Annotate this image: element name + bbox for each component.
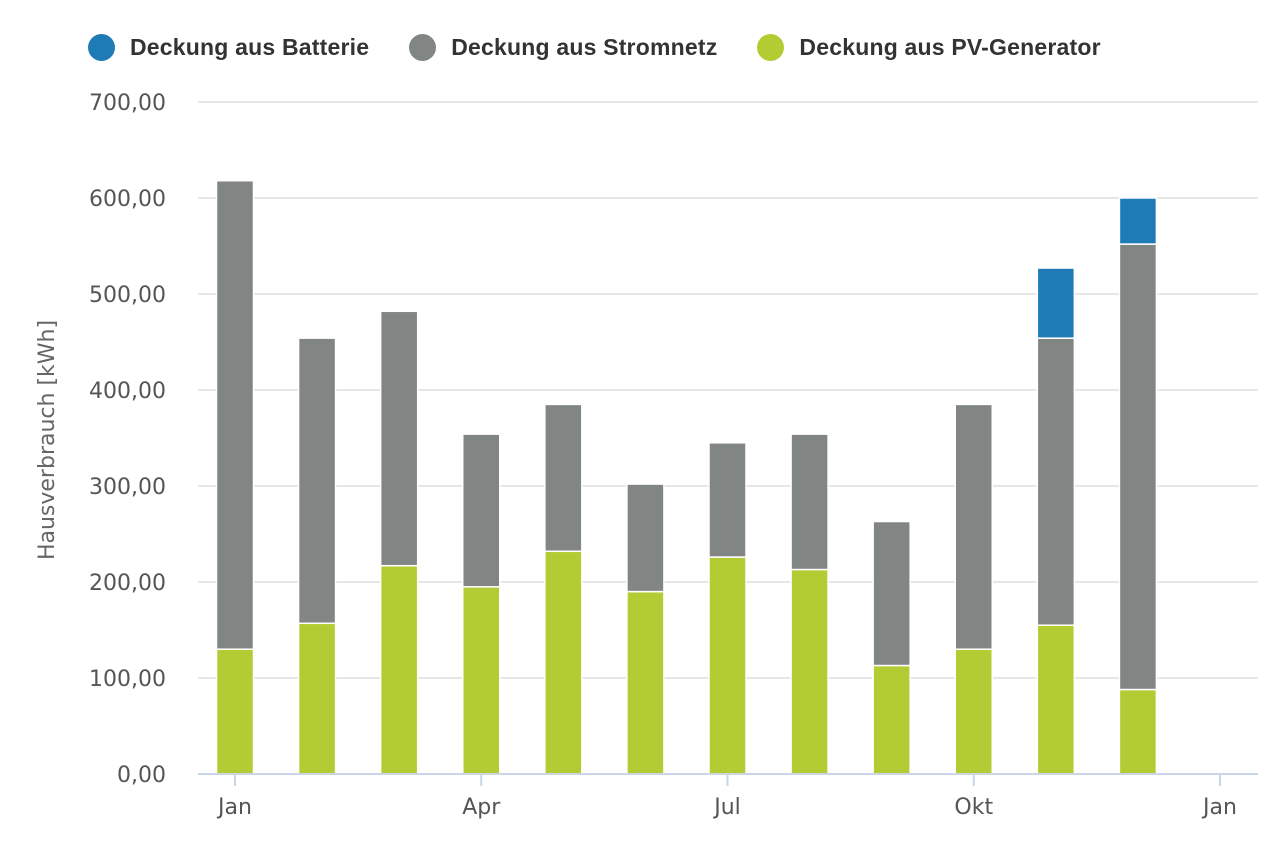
- bar-segment: [708, 556, 747, 775]
- bar-segment: [1036, 337, 1076, 626]
- y-tick-label: 300,00: [89, 475, 166, 500]
- x-tick-label: Jul: [712, 795, 741, 820]
- bar-segment: [1036, 624, 1076, 775]
- legend-item-pv-generator[interactable]: Deckung aus PV-Generator: [757, 34, 1101, 61]
- axes: 0,00 100,00 200,00 300,00 400,00 500,00 600,00…: [89, 91, 1258, 820]
- bar-segment: [544, 550, 583, 775]
- bar-segment: [790, 568, 829, 775]
- chart-legend: Deckung aus Batterie Deckung aus Stromne…: [88, 34, 1101, 61]
- bar-segment: [1118, 688, 1158, 775]
- bar-segment: [626, 590, 665, 775]
- legend-item-batterie[interactable]: Deckung aus Batterie: [88, 34, 369, 61]
- bar-segment: [708, 442, 747, 558]
- bar-segment: [215, 179, 255, 650]
- y-tick-label: 600,00: [89, 187, 166, 212]
- bar-segment: [954, 403, 993, 650]
- bar-segment: [462, 433, 501, 588]
- legend-label-pv-generator: Deckung aus PV-Generator: [799, 34, 1101, 60]
- bar-segment: [954, 648, 993, 775]
- x-tick-label: Jan: [216, 795, 252, 820]
- bar-segment: [626, 483, 665, 593]
- bar-segment: [297, 337, 337, 625]
- legend-dot-batterie-icon: [88, 34, 115, 61]
- bar-segment: [379, 564, 419, 775]
- bar-segment: [1118, 197, 1158, 245]
- bar-segment: [872, 520, 911, 667]
- y-tick-label: 400,00: [89, 379, 166, 404]
- bar-segment: [379, 310, 419, 567]
- bar-segment: [1118, 243, 1158, 691]
- bar-segment: [297, 622, 337, 775]
- y-axis-title: Hausverbrauch [kWh]: [35, 320, 60, 560]
- bar-segment: [215, 648, 255, 775]
- bar-segment: [872, 664, 911, 775]
- y-tick-label: 200,00: [89, 571, 166, 596]
- bar-segment: [544, 403, 583, 553]
- y-tick-label: 100,00: [89, 667, 166, 692]
- x-tick-label: Jan: [1201, 795, 1237, 820]
- bar-segment: [790, 433, 829, 571]
- x-tick-label: Okt: [954, 795, 993, 820]
- y-tick-label: 700,00: [89, 91, 166, 116]
- legend-dot-stromnetz-icon: [409, 34, 437, 61]
- bar-segment: [462, 586, 501, 775]
- y-tick-label: 0,00: [117, 763, 166, 788]
- y-tick-label: 500,00: [89, 283, 166, 308]
- legend-label-stromnetz: Deckung aus Stromnetz: [451, 34, 718, 60]
- legend-item-stromnetz[interactable]: Deckung aus Stromnetz: [409, 34, 717, 61]
- legend-label-batterie: Deckung aus Batterie: [130, 34, 370, 60]
- bars: [215, 179, 1158, 775]
- grid-lines: [198, 101, 1258, 679]
- x-tick-label: Apr: [462, 795, 501, 820]
- legend-dot-pv-generator-icon: [757, 34, 785, 61]
- bar-segment: [1036, 267, 1076, 339]
